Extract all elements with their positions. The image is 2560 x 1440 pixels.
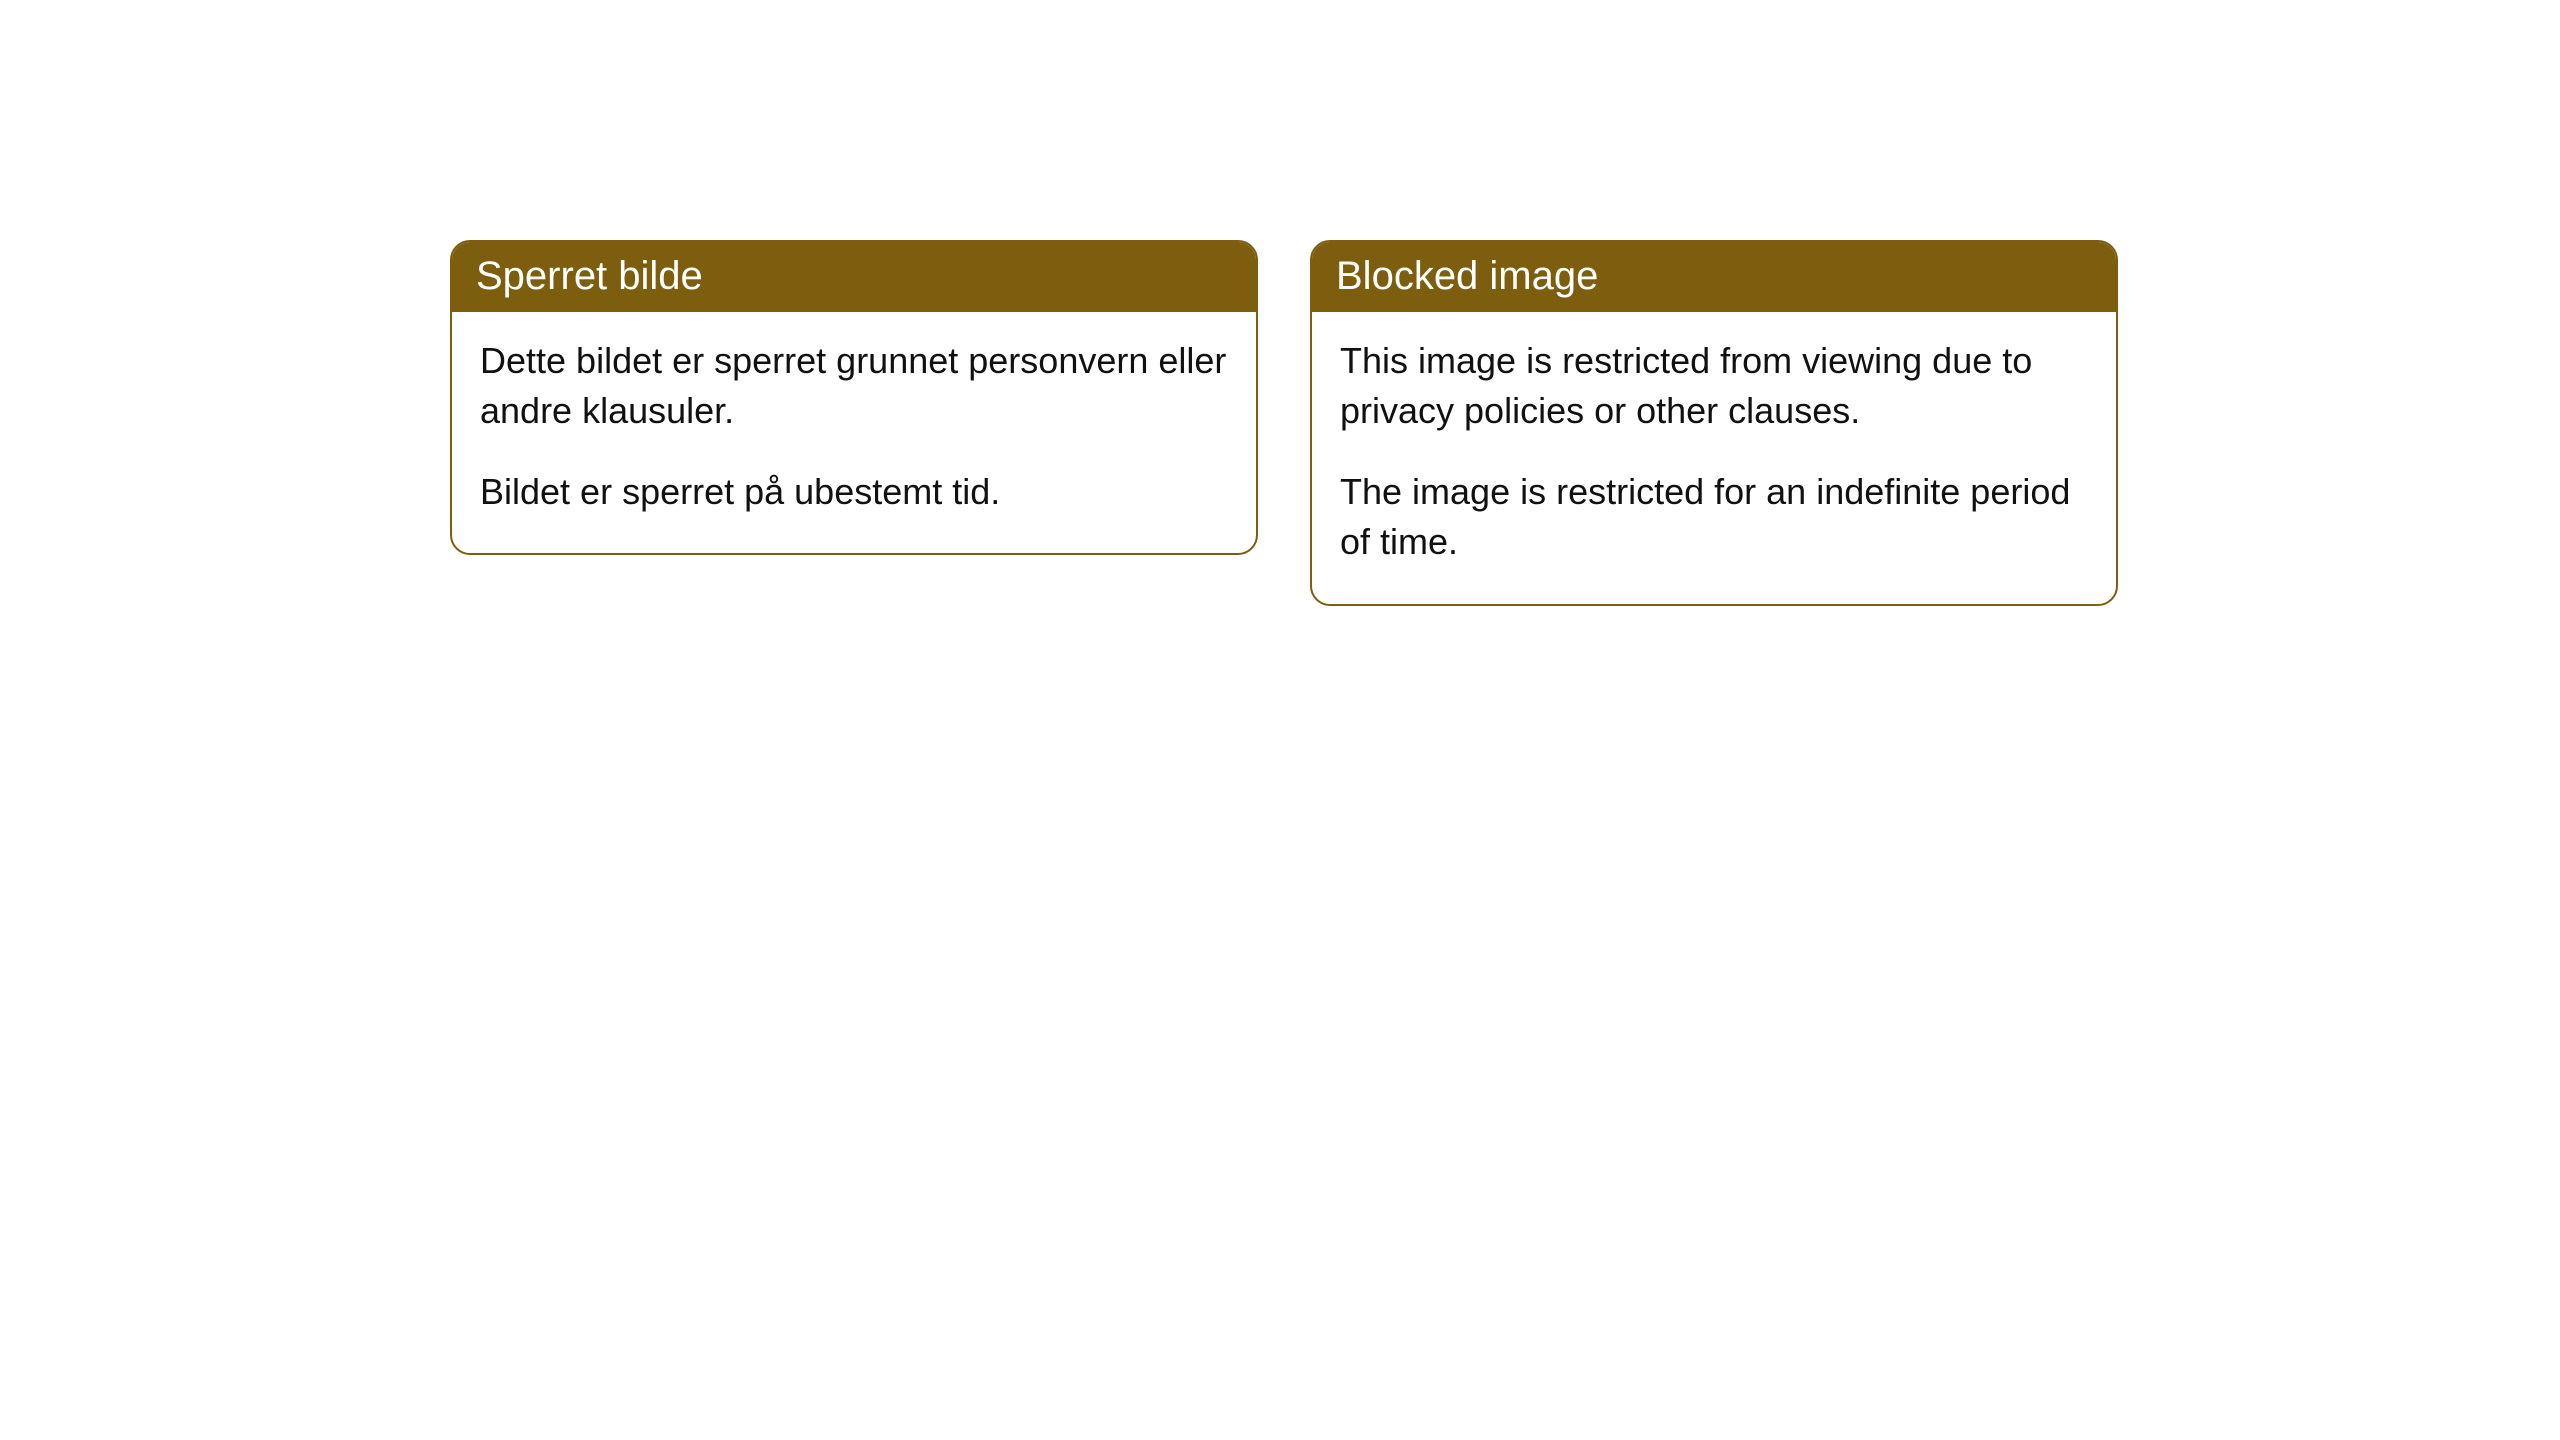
card-text-en-2: The image is restricted for an indefinit… bbox=[1340, 467, 2088, 568]
card-text-no-2: Bildet er sperret på ubestemt tid. bbox=[480, 467, 1228, 517]
blocked-image-card-en: Blocked image This image is restricted f… bbox=[1310, 240, 2118, 606]
card-text-no-1: Dette bildet er sperret grunnet personve… bbox=[480, 336, 1228, 437]
card-title-en: Blocked image bbox=[1312, 242, 2116, 312]
blocked-image-card-no: Sperret bilde Dette bildet er sperret gr… bbox=[450, 240, 1258, 555]
card-text-en-1: This image is restricted from viewing du… bbox=[1340, 336, 2088, 437]
card-body-en: This image is restricted from viewing du… bbox=[1312, 312, 2116, 604]
card-body-no: Dette bildet er sperret grunnet personve… bbox=[452, 312, 1256, 553]
card-title-no: Sperret bilde bbox=[452, 242, 1256, 312]
